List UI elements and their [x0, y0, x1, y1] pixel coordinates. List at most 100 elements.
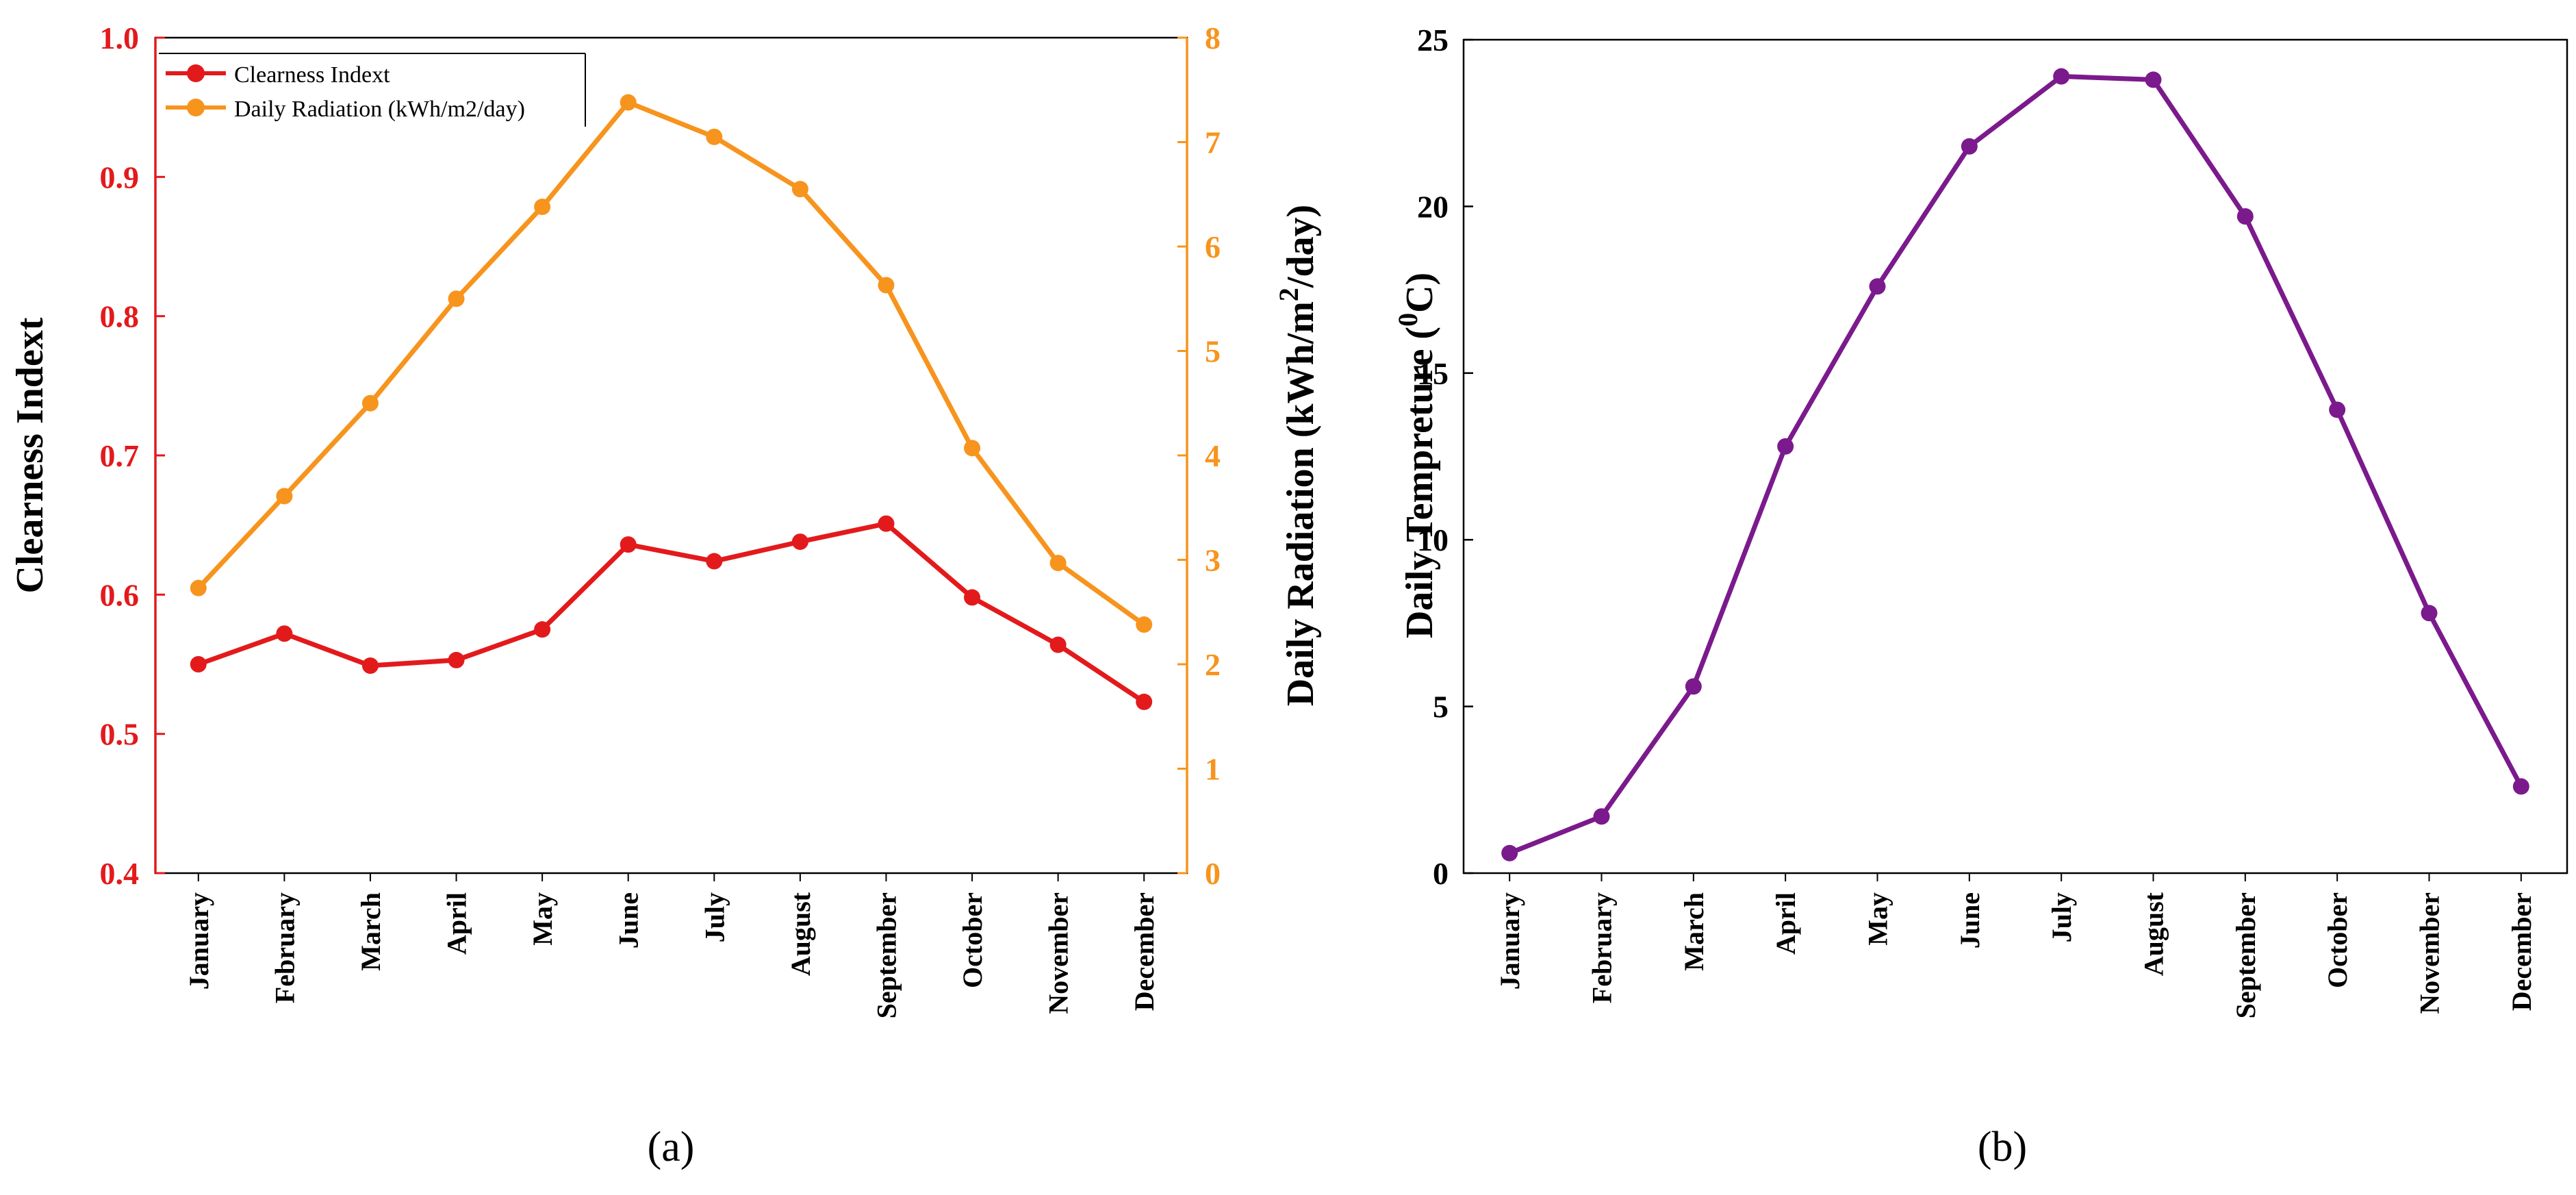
x-tick-label: April	[442, 892, 472, 955]
right-y-tick-label: 0	[1205, 856, 1221, 891]
data-point-radiation	[878, 277, 895, 294]
series-line-radiation	[196, 100, 1146, 627]
data-point-temperature	[2512, 778, 2529, 795]
right-y-axis-title-tail: /day)	[1279, 205, 1322, 288]
x-tick-label: December	[2506, 892, 2537, 1011]
data-point-clearness	[964, 589, 981, 606]
right-y-tick-label: 2	[1205, 647, 1221, 682]
data-point-radiation	[791, 181, 808, 198]
y-axis-title-sup: 0	[1392, 313, 1423, 327]
x-tick-label: July	[699, 892, 730, 942]
data-point-clearness	[706, 553, 723, 570]
data-point-temperature	[2053, 68, 2070, 85]
y-ticks: 0 5 10 15 20 25	[1417, 23, 1473, 891]
data-point-clearness	[878, 515, 895, 532]
data-point-radiation	[706, 128, 723, 145]
chart-panel-a: 0.4 0.5 0.6 0.7 0.8 0.9 1.0 0 1 2 3 4 5 6 7 8 January F…	[9, 21, 1322, 1170]
plot-frame-a	[154, 36, 1188, 875]
y-tick-label: 5	[1433, 690, 1449, 725]
data-point-temperature	[2145, 71, 2162, 88]
data-point-temperature	[1501, 844, 1518, 861]
data-point-radiation	[190, 579, 207, 596]
x-tick-label: September	[2230, 892, 2261, 1018]
right-y-tick-label: 4	[1205, 438, 1221, 473]
right-y-tick-label: 1	[1205, 752, 1221, 787]
x-tick-label: November	[1043, 892, 1074, 1014]
right-y-axis-title: Daily Radiation (kWh/m2/day)	[1273, 205, 1322, 707]
data-point-radiation	[534, 199, 551, 216]
y-axis-title: Daily Tempreture (0C)	[1392, 273, 1441, 638]
data-point-temperature	[1961, 138, 1978, 155]
legend-label-clearness: Clearness Indext	[234, 62, 390, 88]
x-tick-label: November	[2414, 892, 2445, 1014]
data-point-temperature	[1777, 438, 1794, 455]
data-point-temperature	[2236, 208, 2254, 225]
left-y-tick-label: 0.7	[100, 438, 140, 473]
plot-frame-b	[1462, 38, 2568, 875]
y-tick-label: 25	[1417, 23, 1449, 58]
data-point-radiation	[1136, 616, 1153, 633]
x-tick-label: July	[2046, 892, 2077, 942]
series-lines	[1501, 68, 2529, 861]
panel-label-a: (a)	[648, 1124, 695, 1170]
data-point-clearness	[1136, 693, 1153, 710]
x-axis-ticks: January February March April May June July Augu…	[1494, 873, 2537, 1018]
data-point-temperature	[1593, 808, 1610, 825]
data-point-clearness	[1049, 636, 1067, 653]
x-tick-label: March	[355, 892, 386, 971]
left-y-tick-label: 0.9	[100, 160, 140, 194]
y-tick-label: 20	[1417, 189, 1449, 224]
y-tick-label: 15	[1417, 356, 1449, 391]
data-point-temperature	[2421, 605, 2438, 622]
left-y-tick-label: 0.8	[100, 299, 140, 334]
data-point-clearness	[791, 533, 808, 551]
legend-swatch-radiation-marker	[187, 99, 205, 116]
right-y-axis-title-sup: 2	[1273, 288, 1304, 301]
data-point-clearness	[361, 657, 379, 675]
series-lines	[190, 94, 1153, 710]
legend-swatch-clearness-marker	[187, 64, 205, 82]
y-axis-title-tail: C)	[1399, 273, 1441, 313]
right-y-tick-label: 3	[1205, 543, 1221, 578]
series-line-temperature	[1508, 74, 2523, 856]
data-point-clearness	[620, 536, 637, 553]
left-y-tick-label: 1.0	[100, 21, 140, 55]
x-tick-label: June	[1954, 892, 1985, 948]
x-tick-label: August	[785, 892, 816, 976]
x-tick-label: August	[2139, 892, 2169, 976]
x-tick-label: September	[871, 892, 902, 1018]
right-y-ticks: 0 1 2 3 4 5 6 7 8	[1177, 21, 1221, 891]
x-tick-label: October	[957, 892, 988, 988]
data-point-clearness	[190, 656, 207, 672]
x-tick-label: December	[1129, 892, 1160, 1011]
data-point-radiation	[448, 290, 465, 307]
data-point-radiation	[1049, 555, 1067, 572]
right-y-tick-label: 8	[1205, 21, 1221, 55]
left-y-axis-title: Clearness Indext	[9, 317, 51, 593]
right-y-tick-label: 6	[1205, 229, 1221, 264]
panel-label-b: (b)	[1978, 1124, 2027, 1170]
left-y-tick-label: 0.5	[100, 717, 140, 752]
data-point-temperature	[2329, 401, 2346, 418]
data-point-radiation	[361, 394, 379, 412]
right-y-tick-label: 5	[1205, 334, 1221, 369]
x-tick-label: May	[527, 892, 558, 946]
left-y-tick-label: 0.4	[100, 856, 140, 891]
x-tick-label: October	[2322, 892, 2353, 988]
series-line-clearness	[197, 521, 1146, 704]
right-y-axis-title-main: Daily Radiation (kWh/m	[1279, 301, 1322, 706]
x-tick-label: January	[183, 892, 214, 990]
data-point-radiation	[276, 488, 293, 505]
x-tick-label: February	[269, 892, 300, 1003]
y-tick-label: 0	[1433, 856, 1449, 891]
legend: Clearness Indext Daily Radiation (kWh/m2…	[159, 53, 586, 127]
x-tick-label: May	[1863, 892, 1893, 946]
data-point-clearness	[448, 651, 465, 668]
x-axis-ticks: January February March April May June July Augu…	[183, 873, 1160, 1018]
x-tick-label: January	[1494, 892, 1525, 990]
left-y-tick-label: 0.6	[100, 577, 140, 612]
x-tick-label: February	[1587, 892, 1618, 1003]
x-tick-label: March	[1679, 892, 1709, 971]
